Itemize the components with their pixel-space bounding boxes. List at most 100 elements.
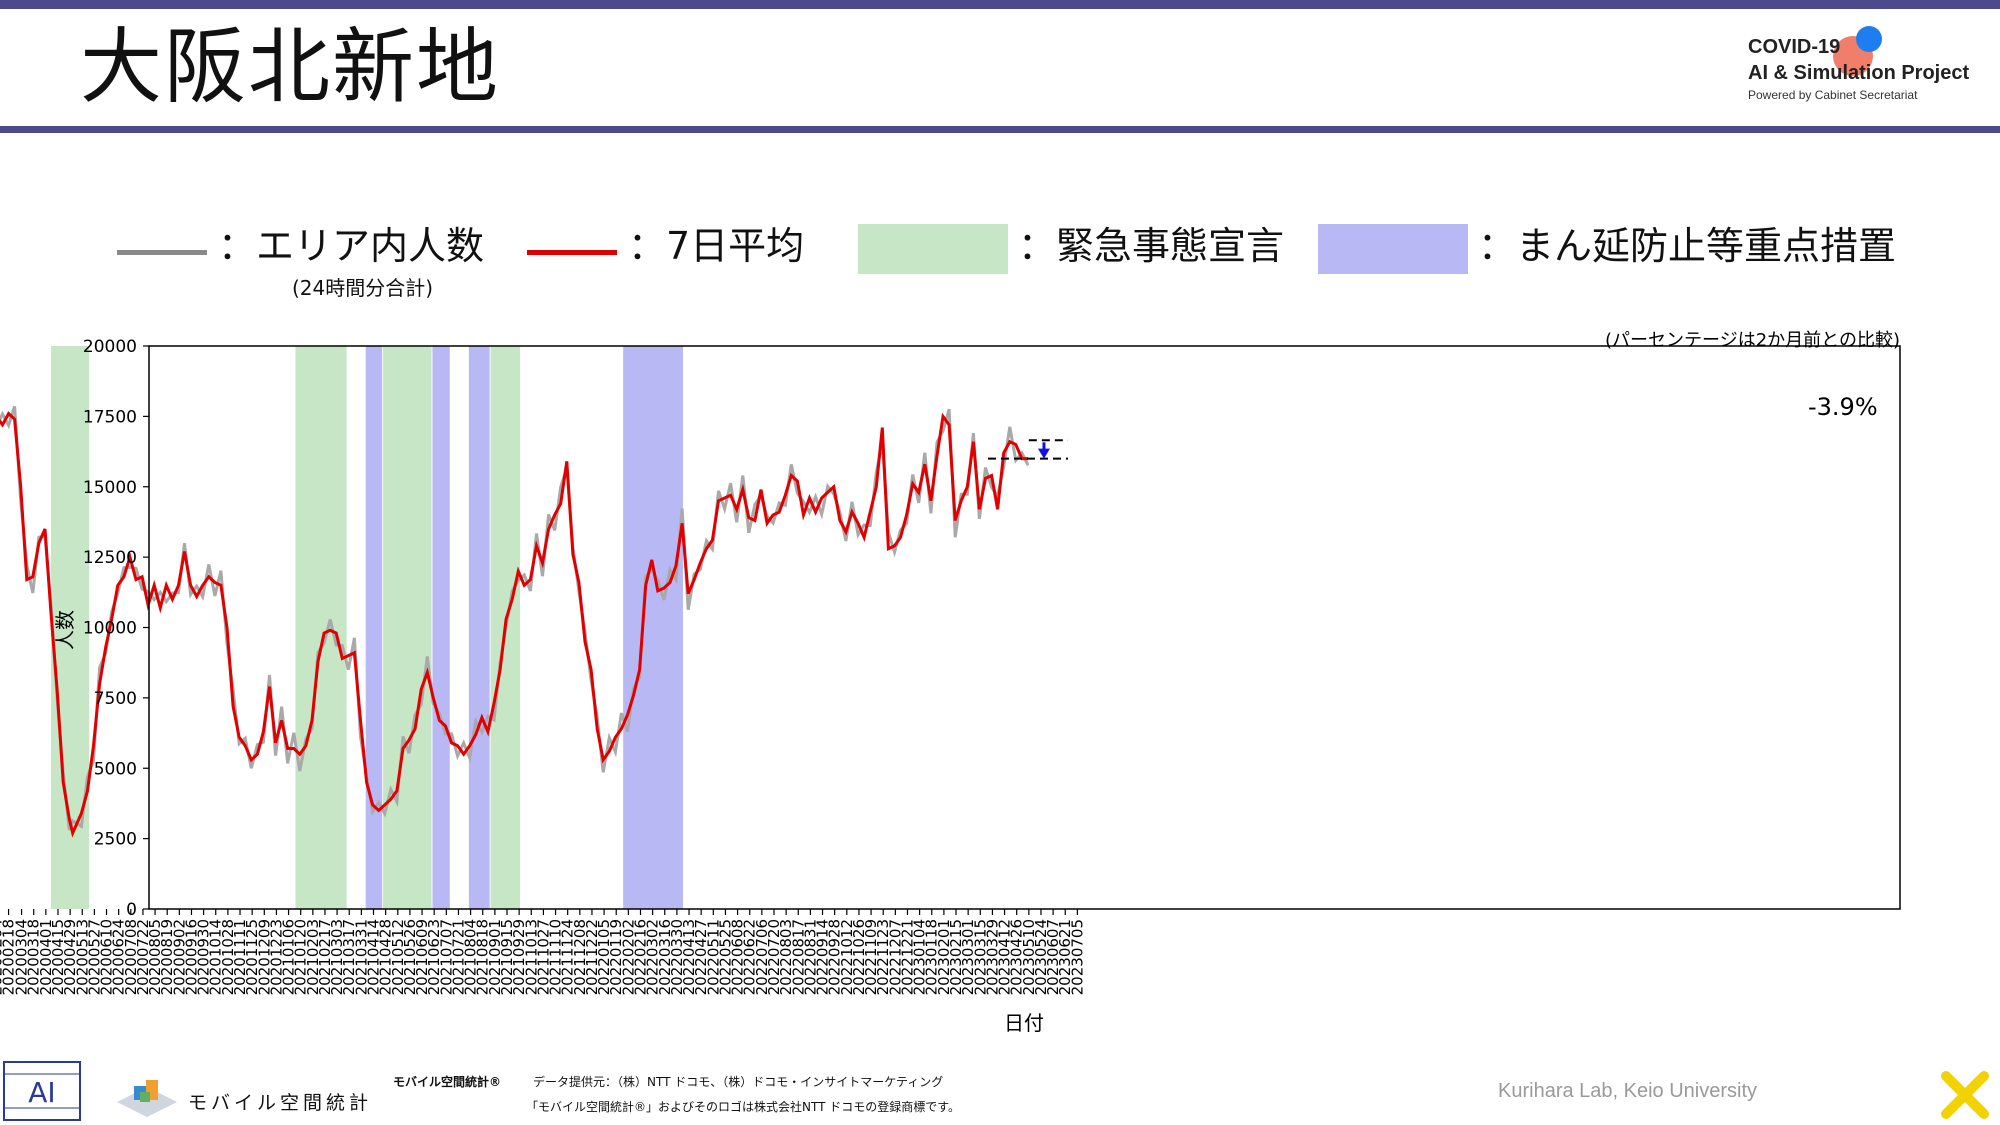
x-tick-label: 20230510 [1020,919,1038,995]
y-tick-label: 7500 [94,689,137,709]
x-tick-label: 20211208 [571,919,589,995]
x-tick-label: 20201111 [231,919,249,995]
x-tick-label: 20230329 [983,919,1001,995]
x-axis-label: 日付 [1004,1011,1044,1035]
x-tick-label: 20230315 [971,919,989,995]
y-axis-label: 人数 [53,610,77,650]
x-tick-label: 20221012 [838,919,856,995]
x-tick-label: 20220622 [741,919,759,995]
x-tick-label: 20220720 [765,919,783,995]
manen-band [432,346,450,909]
x-tick-label: 20200805 [146,919,164,995]
footer-trademark: 「モバイル空間統計®」およびそのロゴは株式会社NTT ドコモの登録商標です。 [526,1100,961,1114]
header-top-bar [0,0,2000,9]
x-tick-label: 20210317 [340,919,358,995]
y-tick-label: 5000 [94,759,137,779]
footer-brand-mark: モバイル空間統計® [393,1075,502,1089]
legend-raw-sublabel: (24時間分合計) [292,276,434,300]
x-tick-label: 20210414 [365,919,383,995]
emergency-band [383,346,432,909]
x-tick-label: 20220427 [692,919,710,995]
x-tick-label: 20210106 [280,919,298,995]
x-tick-label: 20210721 [450,919,468,995]
x-tick-label: 20201014 [207,919,225,995]
x-tick-label: 20211013 [522,919,540,995]
x-tick-label: 20211027 [534,919,552,995]
x-tick-label: 20230201 [935,919,953,995]
x-tick-label: 20210804 [462,919,480,995]
x-tick-label: 20210609 [413,919,431,995]
manen-band [623,346,683,909]
x-tick-label: 20200401 [37,919,55,995]
legend-emergency-swatch [858,224,1008,274]
manen-band [468,346,490,909]
x-tick-label: 20200624 [110,919,128,995]
x-tick-label: 20210929 [510,919,528,995]
emergency-band [295,346,347,909]
legend-manen-swatch [1318,224,1468,274]
x-tick-label: 20230524 [1032,919,1050,995]
legend-manen-label: ：まん延防止等重点措置 [1478,224,1897,268]
footer-lab: Kurihara Lab, Keio University [1498,1080,1758,1102]
mobile-stats-logo-icon [117,1080,177,1117]
page-title: 大阪北新地 [80,20,501,115]
x-tick-label: 20210303 [328,919,346,995]
x-tick-label: 20220608 [729,919,747,995]
legend-avg-line-swatch [527,250,617,255]
reference-lines [987,439,1068,460]
brand-logo-dot-blue [1856,26,1882,52]
x-tick-label: 20210428 [377,919,395,995]
footer-data-provider: データ提供元：（株）NTT ドコモ、（株）ドコモ・インサイトマーケティング [533,1075,944,1089]
x-tick-label: 20230621 [1056,919,1074,995]
x-tick-label: 20211124 [559,919,577,995]
x-tick-label: 20221221 [899,919,917,995]
legend-emergency-label: ：緊急事態宣言 [1018,224,1285,268]
brand-block: COVID-19 AI & Simulation Project Powered… [1748,34,1988,102]
manen-band [365,346,383,909]
x-tick-label: 20210203 [304,919,322,995]
x-tick-label: 20200930 [195,919,213,995]
x-tick-label: 20220216 [632,919,650,995]
x-tick-label: 20220202 [619,919,637,995]
x-tick-label: 20220706 [753,919,771,995]
y-tick-label: 10000 [83,619,137,639]
x-axis: 2020010720200121202002042020021820200304… [0,909,1086,995]
ai-logo-icon: AI [3,1061,81,1121]
x-tick-label: 20230412 [996,919,1014,995]
x-tick-label: 20220413 [680,919,698,995]
y-tick-label: 0 [126,900,137,920]
x-tick-label: 20210915 [498,919,516,995]
x-tick-label: 20210707 [437,919,455,995]
x-tick-label: 20220330 [668,919,686,995]
x-tick-label: 20221123 [874,919,892,995]
y-axis: 0 2500 5000 7500 10000 12500 15000 17500 20000 [83,337,149,920]
x-tick-label: 20220302 [644,919,662,995]
footer-mobile-brand: モバイル空間統計 [188,1092,373,1114]
x-tick-label: 20200429 [61,919,79,995]
x-tick-label: 20220817 [789,919,807,995]
x-tick-label: 20220105 [595,919,613,995]
y-tick-label: 15000 [83,478,137,498]
x-tick-label: 20210526 [401,919,419,995]
x-tick-label: 20201028 [219,919,237,995]
x-tick-label: 20200722 [134,919,152,995]
x-tick-label: 20200304 [13,919,31,995]
x-tick-label: 20220316 [656,919,674,995]
x-tick-label: 20200902 [170,919,188,995]
x-tick-label: 20220511 [704,919,722,995]
x-tick-label: 20220928 [826,919,844,995]
brand-line1: COVID-19 [1748,36,1841,58]
x-tick-label: 20200415 [49,919,67,995]
x-tick-label: 20200318 [25,919,43,995]
x-tick-label: 20211110 [547,919,565,995]
avg-series-line [0,411,1028,838]
y-tick-label: 2500 [94,830,137,850]
legend-raw-label: ：エリア内人数 [218,224,485,268]
legend-avg-label: ：7日平均 [628,224,805,268]
x-tick-label: 20221026 [850,919,868,995]
x-tick-label: 20211222 [583,919,601,995]
x-tick-label: 20201125 [243,919,261,995]
x-tick-label: 20221207 [886,919,904,995]
x-tick-label: 20230215 [947,919,965,995]
x-tick-label: 20230118 [923,919,941,995]
